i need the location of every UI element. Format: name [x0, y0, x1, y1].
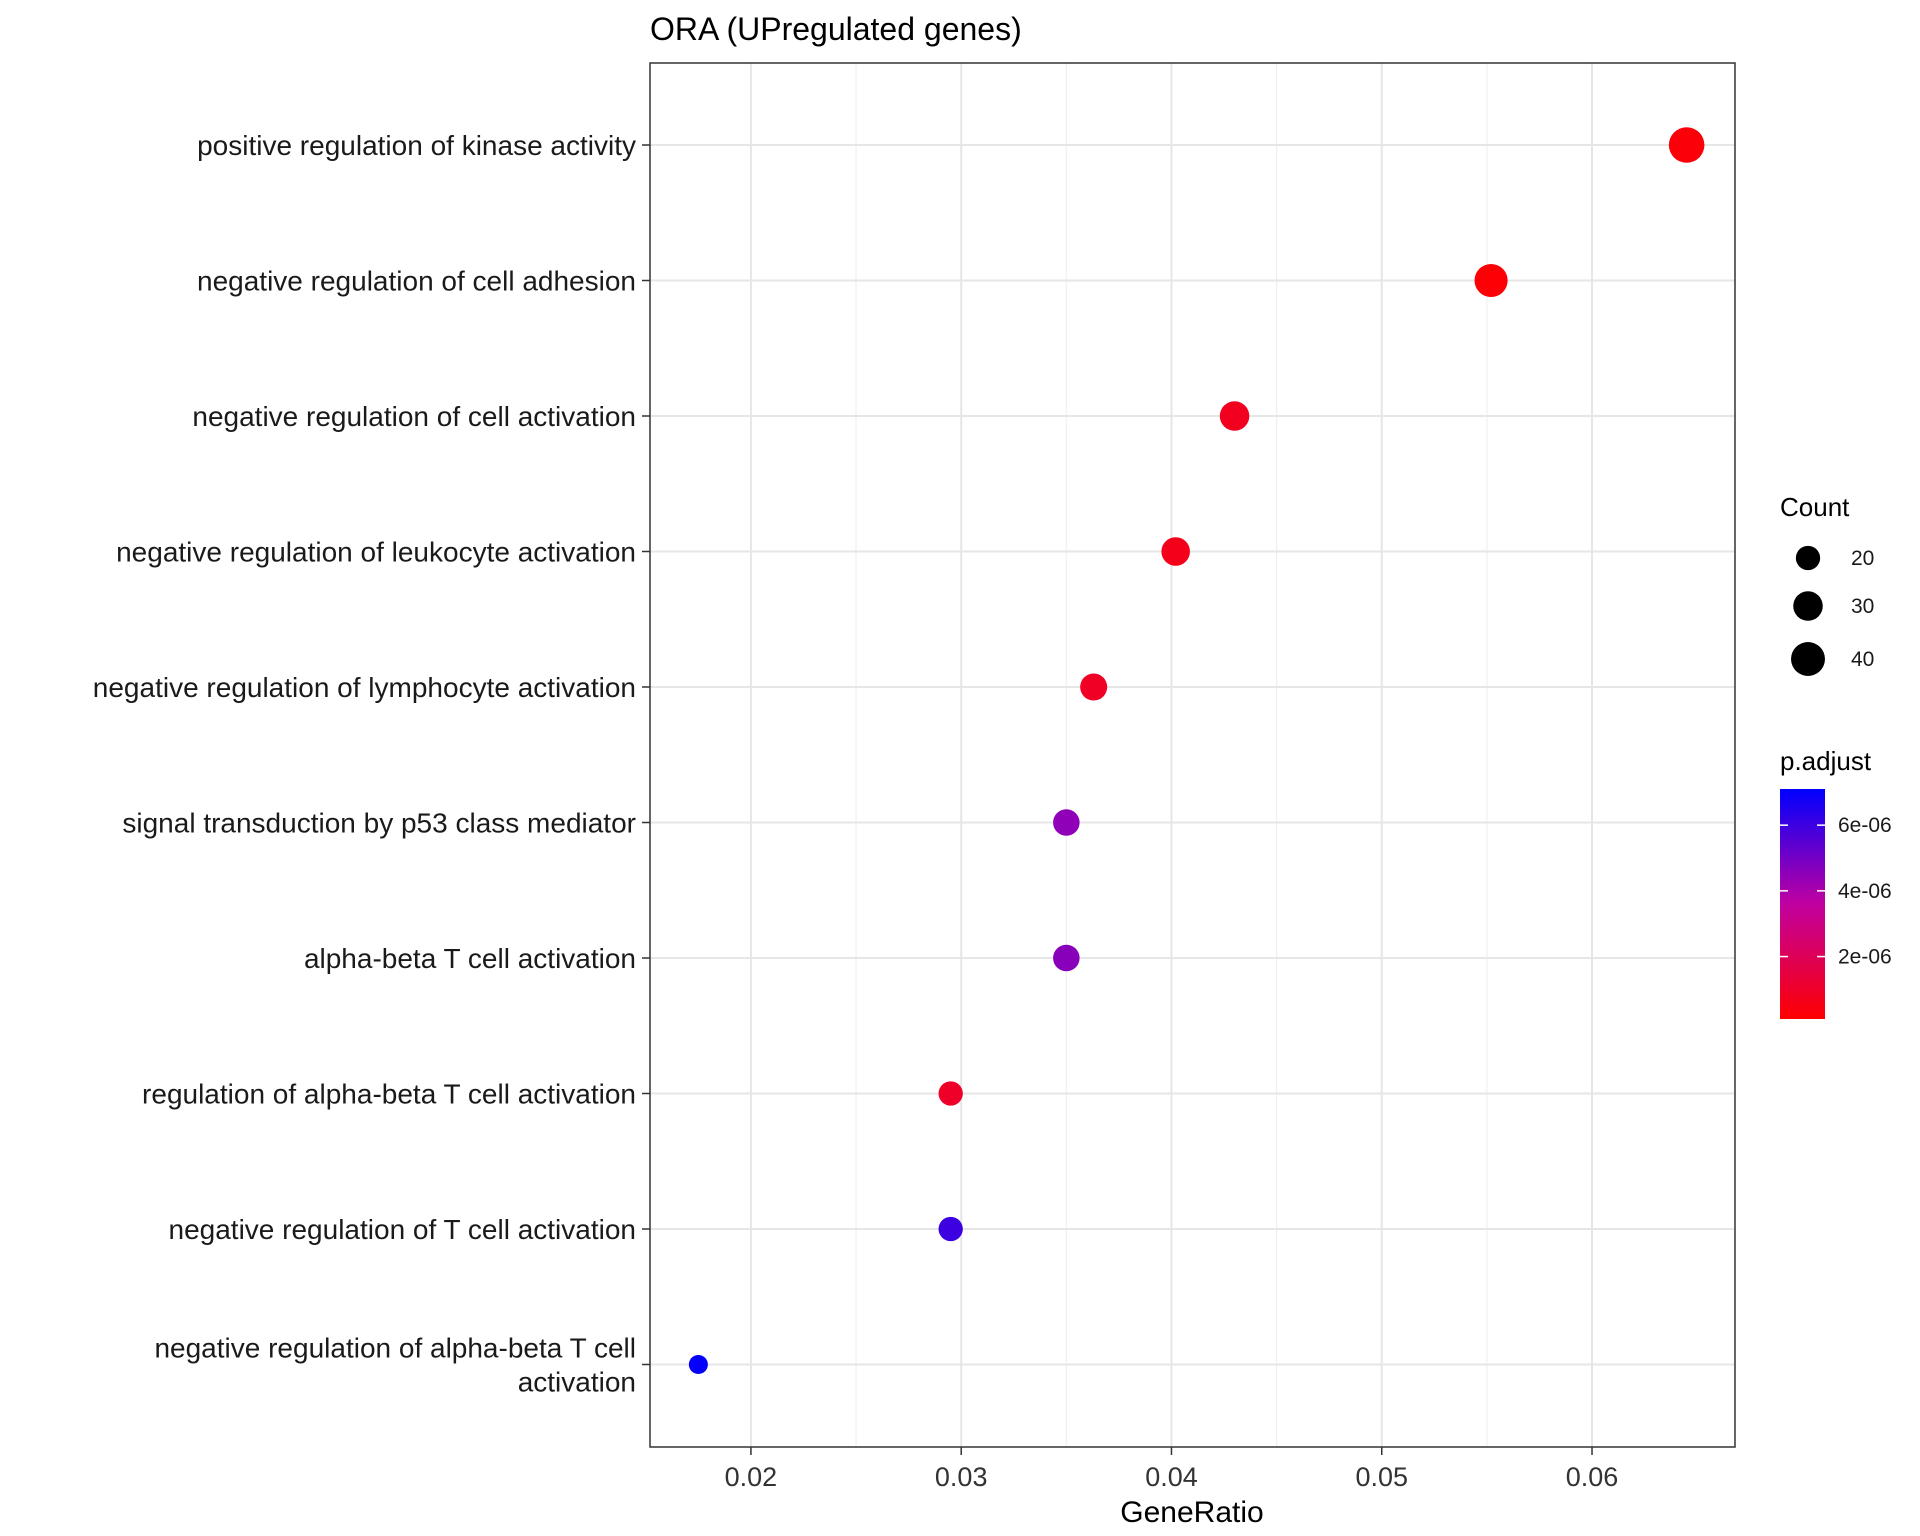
data-point — [938, 1081, 963, 1106]
count-legend-label: 30 — [1851, 595, 1874, 618]
y-axis: positive regulation of kinase activity ne… — [93, 130, 650, 1398]
category-label: negative regulation of alpha-beta T cell — [154, 1333, 636, 1364]
data-point — [688, 1354, 708, 1375]
category-label: negative regulation of T cell activation — [169, 1214, 636, 1245]
category-label: negative regulation of cell adhesion — [197, 266, 636, 297]
x-axis-title: GeneRatio — [1120, 1496, 1263, 1529]
x-axis: 0.02 0.03 0.04 0.05 0.06 — [725, 1447, 1619, 1492]
category-label: alpha-beta T cell activation — [304, 943, 636, 974]
colorbar-label: 2e-06 — [1838, 946, 1892, 969]
category-label: signal transduction by p53 class mediato… — [122, 808, 636, 839]
colorbar-label: 6e-06 — [1838, 814, 1892, 837]
padj-colorbar — [1780, 789, 1825, 1019]
data-point — [1668, 127, 1705, 163]
category-label: activation — [518, 1367, 636, 1398]
x-tick-label: 0.05 — [1355, 1462, 1408, 1492]
count-legend-title: Count — [1780, 492, 1850, 522]
data-point — [1080, 673, 1108, 701]
data-point — [1053, 809, 1080, 836]
x-tick-label: 0.04 — [1145, 1462, 1198, 1492]
count-legend-dot — [1793, 591, 1823, 621]
plot-border — [649, 62, 1736, 1448]
data-point — [1053, 944, 1080, 972]
data-point — [938, 1216, 963, 1242]
category-label: negative regulation of lymphocyte activa… — [93, 672, 636, 703]
count-legend-label: 20 — [1851, 547, 1874, 570]
chart-title: ORA (UPregulated genes) — [650, 11, 1022, 47]
category-label: regulation of alpha-beta T cell activati… — [142, 1079, 636, 1110]
x-tick-label: 0.02 — [725, 1462, 778, 1492]
data-points — [688, 127, 1705, 1375]
category-label: negative regulation of cell activation — [192, 401, 636, 432]
data-point — [1219, 401, 1250, 431]
colorbar-label: 4e-06 — [1838, 880, 1892, 903]
padj-legend: p.adjust 2e-06 4e-06 6e-06 — [1780, 746, 1892, 1019]
padj-legend-title: p.adjust — [1780, 746, 1872, 776]
count-legend-dot — [1791, 642, 1825, 676]
count-legend-dot — [1795, 545, 1821, 571]
category-label: positive regulation of kinase activity — [197, 130, 636, 161]
count-legend: Count 20 30 40 — [1780, 492, 1874, 676]
x-tick-label: 0.06 — [1566, 1462, 1619, 1492]
data-point — [1474, 263, 1508, 298]
grid-lines — [650, 63, 1735, 1447]
plot-panel — [650, 63, 1735, 1447]
data-point — [1161, 537, 1190, 566]
x-tick-label: 0.03 — [935, 1462, 988, 1492]
category-label: negative regulation of leukocyte activat… — [116, 537, 636, 568]
count-legend-label: 40 — [1851, 648, 1874, 671]
